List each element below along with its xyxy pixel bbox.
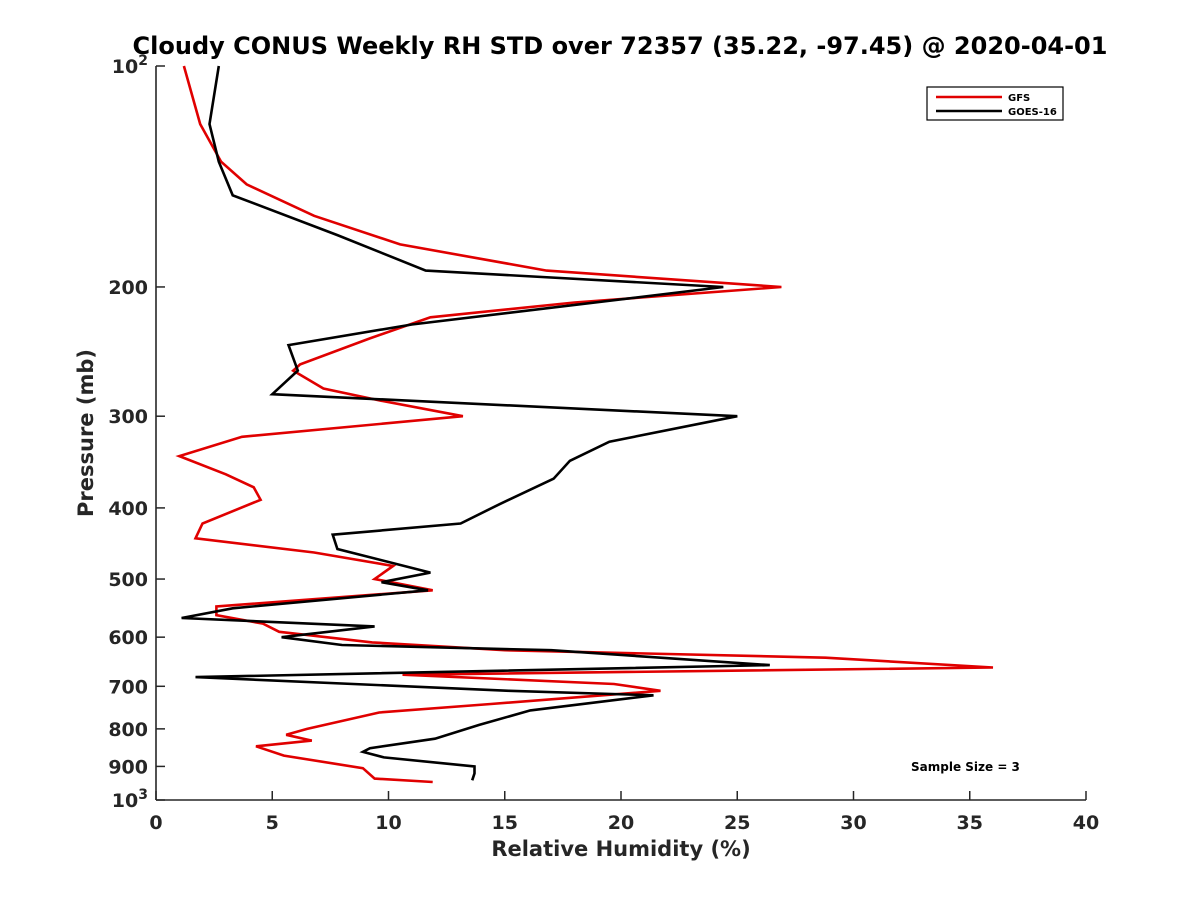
series-lines [175,65,994,784]
x-tick-label: 0 [149,812,162,834]
series-line-goes16 [181,65,770,781]
y-tick-label: 700 [108,676,148,698]
x-axis-ticks: 0 5 10 15 20 25 30 35 40 [149,791,1099,834]
y-tick-label: 800 [108,719,148,741]
y-axis-label: Pressure (mb) [74,349,98,517]
chart-title: Cloudy CONUS Weekly RH STD over 72357 (3… [133,32,1108,60]
y-tick-label: 900 [108,756,148,778]
y-tick-label: 200 [108,277,148,299]
legend: GFS GOES-16 [926,86,1064,121]
y-tick-label: 102 [112,53,148,78]
legend-box [926,86,1064,121]
y-tick-label: 103 [112,787,148,812]
x-tick-label: 30 [840,812,866,834]
x-axis-label: Relative Humidity (%) [491,837,750,861]
x-tick-label: 15 [492,812,518,834]
x-tick-label: 5 [266,812,279,834]
y-tick-label: 300 [108,406,148,428]
y-tick-label: 500 [108,569,148,591]
y-axis-ticks: 102 200 300 400 500 600 700 800 900 103 [108,53,165,812]
x-tick-label: 35 [957,812,983,834]
y-tick-label: 600 [108,627,148,649]
legend-label-goes16: GOES-16 [1008,107,1057,118]
x-tick-label: 40 [1073,812,1099,834]
sample-size-annotation: Sample Size = 3 [911,760,1020,774]
y-tick-label: 400 [108,498,148,520]
x-tick-label: 25 [724,812,750,834]
x-tick-label: 10 [375,812,401,834]
x-tick-label: 20 [608,812,634,834]
legend-label-gfs: GFS [1008,93,1030,104]
